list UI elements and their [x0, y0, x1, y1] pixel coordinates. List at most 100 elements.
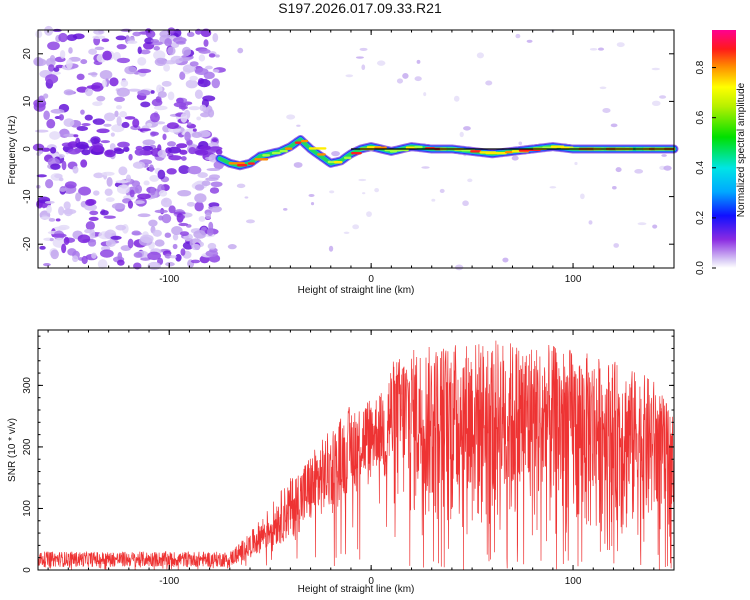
noise-blob: [103, 215, 116, 219]
noise-speck: [244, 196, 249, 199]
noise-blob: [80, 59, 88, 65]
noise-speck: [374, 187, 380, 193]
noise-blob: [155, 96, 162, 103]
noise-blob: [80, 159, 88, 168]
noise-blob: [61, 160, 67, 171]
spectrogram-x-label: Height of straight line (km): [298, 285, 415, 296]
noise-blob: [109, 77, 119, 87]
noise-blob: [157, 149, 167, 158]
noise-blob: [117, 259, 125, 266]
noise-blob: [73, 134, 79, 138]
noise-blob: [110, 132, 115, 137]
noise-blob: [172, 233, 179, 241]
noise-blob: [169, 255, 177, 259]
noise-blob: [46, 118, 56, 129]
noise-speck: [526, 39, 533, 43]
noise-blob: [109, 143, 116, 151]
noise-blob: [124, 116, 136, 120]
noise-speck: [637, 222, 647, 226]
noise-blob: [84, 204, 98, 211]
noise-speck: [602, 108, 611, 113]
noise-blob: [88, 48, 98, 55]
noise-blob: [116, 116, 122, 127]
noise-speck: [296, 124, 301, 127]
noise-blob: [118, 166, 128, 176]
noise-blob: [32, 143, 45, 152]
noise-blob: [190, 259, 201, 264]
noise-blob: [96, 95, 106, 102]
noise-blob: [117, 141, 130, 148]
noise-blob: [133, 252, 143, 258]
noise-blob: [215, 54, 220, 58]
snr-y-tick-label: 300: [22, 377, 33, 394]
noise-blob: [205, 212, 211, 220]
noise-blob: [63, 236, 70, 245]
noise-speck: [455, 264, 464, 271]
noise-blob: [55, 218, 61, 222]
noise-blob: [154, 121, 166, 125]
noise-speck: [616, 42, 625, 48]
noise-blob: [85, 221, 95, 231]
snr-x-tick-label: 0: [368, 576, 374, 587]
spectrogram-sparse-specks: [227, 29, 672, 271]
noise-speck: [236, 183, 246, 189]
noise-blob: [177, 189, 192, 197]
noise-blob: [92, 145, 104, 153]
noise-blob: [78, 186, 91, 196]
noise-speck: [414, 76, 422, 82]
noise-speck: [343, 231, 350, 235]
noise-blob: [64, 181, 77, 189]
noise-blob: [140, 257, 151, 261]
noise-blob: [128, 153, 133, 161]
noise-blob: [115, 35, 127, 41]
noise-blob: [94, 46, 105, 51]
noise-blob: [133, 200, 145, 205]
noise-blob: [207, 242, 217, 250]
spectrogram-y-ticks: -20 -10 0 10 20: [22, 48, 674, 251]
noise-blob: [137, 89, 151, 96]
noise-blob: [186, 201, 196, 207]
noise-blob: [150, 39, 160, 43]
snr-y-ticks: 0 100 200 300: [22, 335, 674, 573]
noise-blob: [59, 187, 67, 192]
noise-blob: [85, 199, 95, 207]
noise-blob: [121, 121, 130, 128]
noise-blob: [194, 193, 207, 203]
noise-blob: [205, 250, 219, 257]
noise-speck: [651, 67, 660, 71]
snr-panel: -100 0 100 0 100 200 300 Height of straight l…: [7, 329, 675, 595]
noise-blob: [126, 40, 138, 44]
noise-blob: [49, 54, 56, 63]
noise-blob: [182, 64, 196, 73]
noise-speck: [396, 78, 404, 84]
noise-blob: [198, 54, 206, 62]
noise-blob: [120, 79, 129, 87]
noise-blob: [134, 148, 145, 156]
noise-blob: [137, 193, 151, 200]
colorbar-tick-label: 0.6: [695, 110, 706, 124]
noise-speck: [634, 169, 644, 174]
noise-blob: [215, 149, 223, 155]
noise-blob: [211, 138, 218, 143]
colorbar-label: Normalized spectral amplitude: [736, 82, 747, 217]
noise-blob: [44, 25, 54, 36]
spectrogram-x-tick-label: -100: [159, 274, 179, 285]
noise-blob: [206, 227, 214, 237]
noise-blob: [92, 101, 103, 107]
noise-blob: [200, 28, 212, 38]
noise-blob: [154, 209, 168, 214]
colorbar-tick-label: 0.8: [695, 60, 706, 74]
noise-blob: [171, 226, 183, 236]
noise-blob: [63, 89, 75, 96]
noise-blob: [72, 255, 79, 263]
noise-blob: [58, 114, 65, 121]
noise-blob: [150, 90, 155, 94]
noise-blob: [87, 72, 98, 76]
noise-blob: [143, 180, 150, 186]
noise-blob: [173, 101, 187, 108]
noise-blob: [164, 38, 172, 47]
noise-blob: [40, 216, 51, 220]
snr-x-tick-label: -100: [159, 576, 179, 587]
noise-blob: [154, 57, 167, 67]
noise-blob: [187, 122, 192, 126]
